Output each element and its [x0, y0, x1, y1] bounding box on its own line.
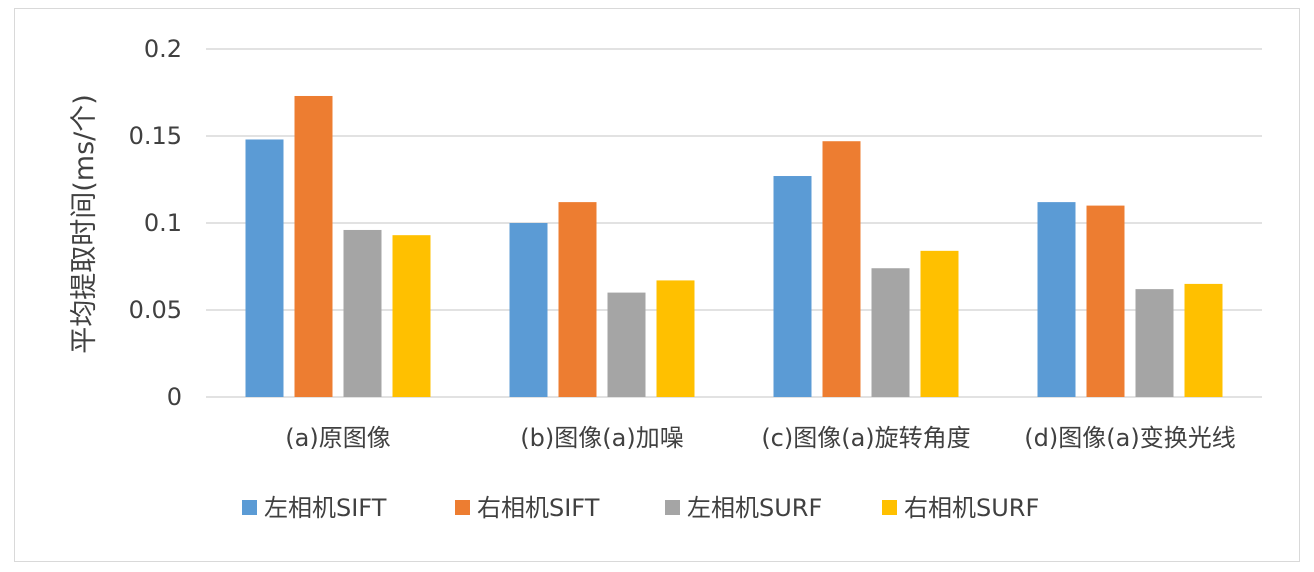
bar-4-1: [392, 235, 431, 397]
category-label: (b)图像(a)加噪: [520, 424, 683, 452]
bar-4-4: [1184, 283, 1223, 397]
legend-swatch: [242, 500, 257, 515]
legend: 左相机SIFT 右相机SIFT 左相机SURF 右相机SURF: [242, 494, 1039, 522]
legend-label: 右相机SURF: [904, 494, 1039, 522]
bar-2-4: [1086, 205, 1125, 397]
legend-item: 左相机SIFT: [242, 494, 387, 522]
legend-swatch: [665, 500, 680, 515]
category-label: (d)图像(a)变换光线: [1024, 424, 1235, 452]
legend-label: 左相机SURF: [687, 494, 822, 522]
bar-3-4: [1135, 289, 1174, 397]
y-tick-label: 0.2: [144, 35, 182, 63]
y-tick-label: 0.15: [129, 122, 182, 150]
bar-2-3: [822, 141, 861, 397]
bar-4-3: [920, 250, 959, 397]
legend-item: 左相机SURF: [665, 494, 822, 522]
bar-1-2: [509, 223, 548, 397]
y-tick-label: 0: [167, 383, 182, 411]
bar-3-1: [343, 229, 382, 397]
bar-3-3: [871, 268, 910, 397]
legend-item: 右相机SURF: [882, 494, 1039, 522]
y-axis-label: 平均提取时间(ms/个): [69, 94, 100, 354]
bar-2-2: [558, 202, 597, 397]
y-tick-label: 0.05: [129, 296, 182, 324]
legend-item: 右相机SIFT: [455, 494, 600, 522]
gridlines: [206, 48, 1262, 398]
bar-2-1: [294, 95, 333, 397]
category-label: (a)原图像: [285, 424, 390, 452]
legend-swatch: [882, 500, 897, 515]
category-label: (c)图像(a)旋转角度: [761, 424, 970, 452]
bar-1-3: [773, 176, 812, 397]
category-labels: (a)原图像 (b)图像(a)加噪 (c)图像(a)旋转角度 (d)图像(a)变换光线: [285, 424, 1235, 452]
bar-3-2: [607, 292, 646, 397]
legend-label: 右相机SIFT: [477, 494, 600, 522]
y-tick-labels: 0 0.05 0.1 0.15 0.2: [129, 35, 182, 411]
legend-swatch: [455, 500, 470, 515]
legend-label: 左相机SIFT: [264, 494, 387, 522]
bar-1-1: [245, 139, 284, 398]
bars: [245, 95, 1223, 398]
bar-1-4: [1037, 202, 1076, 397]
y-tick-label: 0.1: [144, 209, 182, 237]
bar-4-2: [656, 280, 695, 397]
